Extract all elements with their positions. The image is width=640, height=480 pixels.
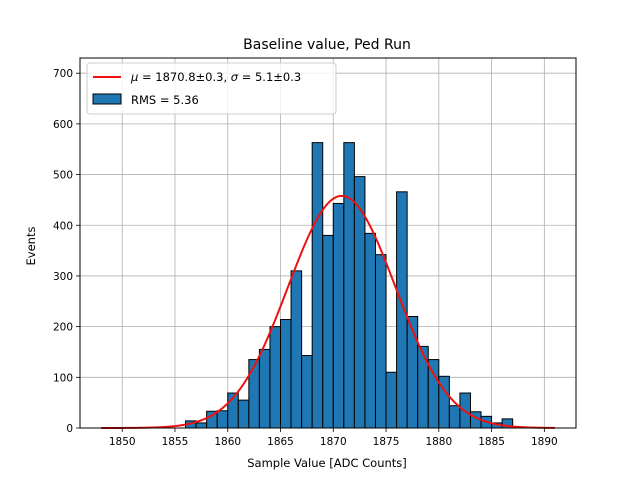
x-tick-label: 1870 xyxy=(320,436,347,448)
histogram-bar xyxy=(195,422,208,429)
histogram-bar xyxy=(364,232,376,429)
fit-curve xyxy=(101,194,555,429)
legend: μ = 1870.8±0.3, σ = 5.1±0.3 RMS = 5.36 xyxy=(86,62,337,115)
x-axis-label: Sample Value [ADC Counts] xyxy=(247,456,407,470)
histogram-bar xyxy=(332,202,345,429)
x-tick-label: 1850 xyxy=(109,436,136,448)
histogram-bar xyxy=(427,359,440,429)
y-tick-label: 300 xyxy=(53,271,73,283)
legend-fit-label: μ = 1870.8±0.3, σ = 5.1±0.3 xyxy=(130,70,301,84)
y-tick-label: 600 xyxy=(53,119,73,131)
legend-mu-value: = 1870.8±0.3, xyxy=(138,70,230,84)
x-tick-label: 1860 xyxy=(214,436,241,448)
plot-frame xyxy=(79,57,577,429)
x-tick-label: 1865 xyxy=(267,436,294,448)
x-tick-label: 1880 xyxy=(425,436,452,448)
histogram-bar xyxy=(237,399,250,429)
histogram-bar xyxy=(311,142,324,429)
legend-sigma-value: = 5.1±0.3 xyxy=(238,70,301,84)
gaussian-fit xyxy=(101,194,555,429)
histogram-bars xyxy=(185,142,514,429)
histogram-bar xyxy=(280,319,292,429)
y-axis-label: Events xyxy=(24,227,38,266)
histogram-bar xyxy=(448,405,461,429)
histogram-bar xyxy=(374,254,387,429)
legend-box xyxy=(86,62,337,115)
legend-hist-swatch xyxy=(92,93,122,105)
histogram-bar xyxy=(417,345,429,429)
histogram-bar xyxy=(216,410,229,429)
chart-title: Baseline value, Ped Run xyxy=(243,37,411,53)
x-tick-label: 1885 xyxy=(478,436,505,448)
histogram-bar xyxy=(322,234,334,429)
histogram-bar xyxy=(290,270,303,429)
histogram-bar xyxy=(248,359,260,429)
histogram-bar xyxy=(343,142,355,429)
y-tick-label: 100 xyxy=(53,372,73,384)
x-tick-label: 1855 xyxy=(162,436,189,448)
y-tick-label: 500 xyxy=(53,170,73,182)
y-tick-label: 0 xyxy=(66,423,73,435)
histogram-bar xyxy=(406,315,419,429)
histogram-bar xyxy=(385,371,398,429)
histogram-bar xyxy=(396,191,408,429)
y-tick-label: 200 xyxy=(53,322,73,334)
histogram-bar xyxy=(258,348,271,429)
legend-sigma-symbol: σ xyxy=(231,70,239,84)
histogram-bar xyxy=(269,326,282,429)
axis-ticks: 1850 1855 1860 1865 1870 1875 1880 1885 1890 0 100… xyxy=(53,68,558,448)
histogram-bar xyxy=(301,355,313,429)
legend-hist-label: RMS = 5.36 xyxy=(131,93,199,107)
y-tick-label: 400 xyxy=(53,220,73,232)
y-tick-label: 700 xyxy=(53,68,73,80)
legend-mu-symbol: μ xyxy=(130,70,138,84)
x-tick-label: 1890 xyxy=(531,436,558,448)
x-tick-label: 1875 xyxy=(373,436,400,448)
